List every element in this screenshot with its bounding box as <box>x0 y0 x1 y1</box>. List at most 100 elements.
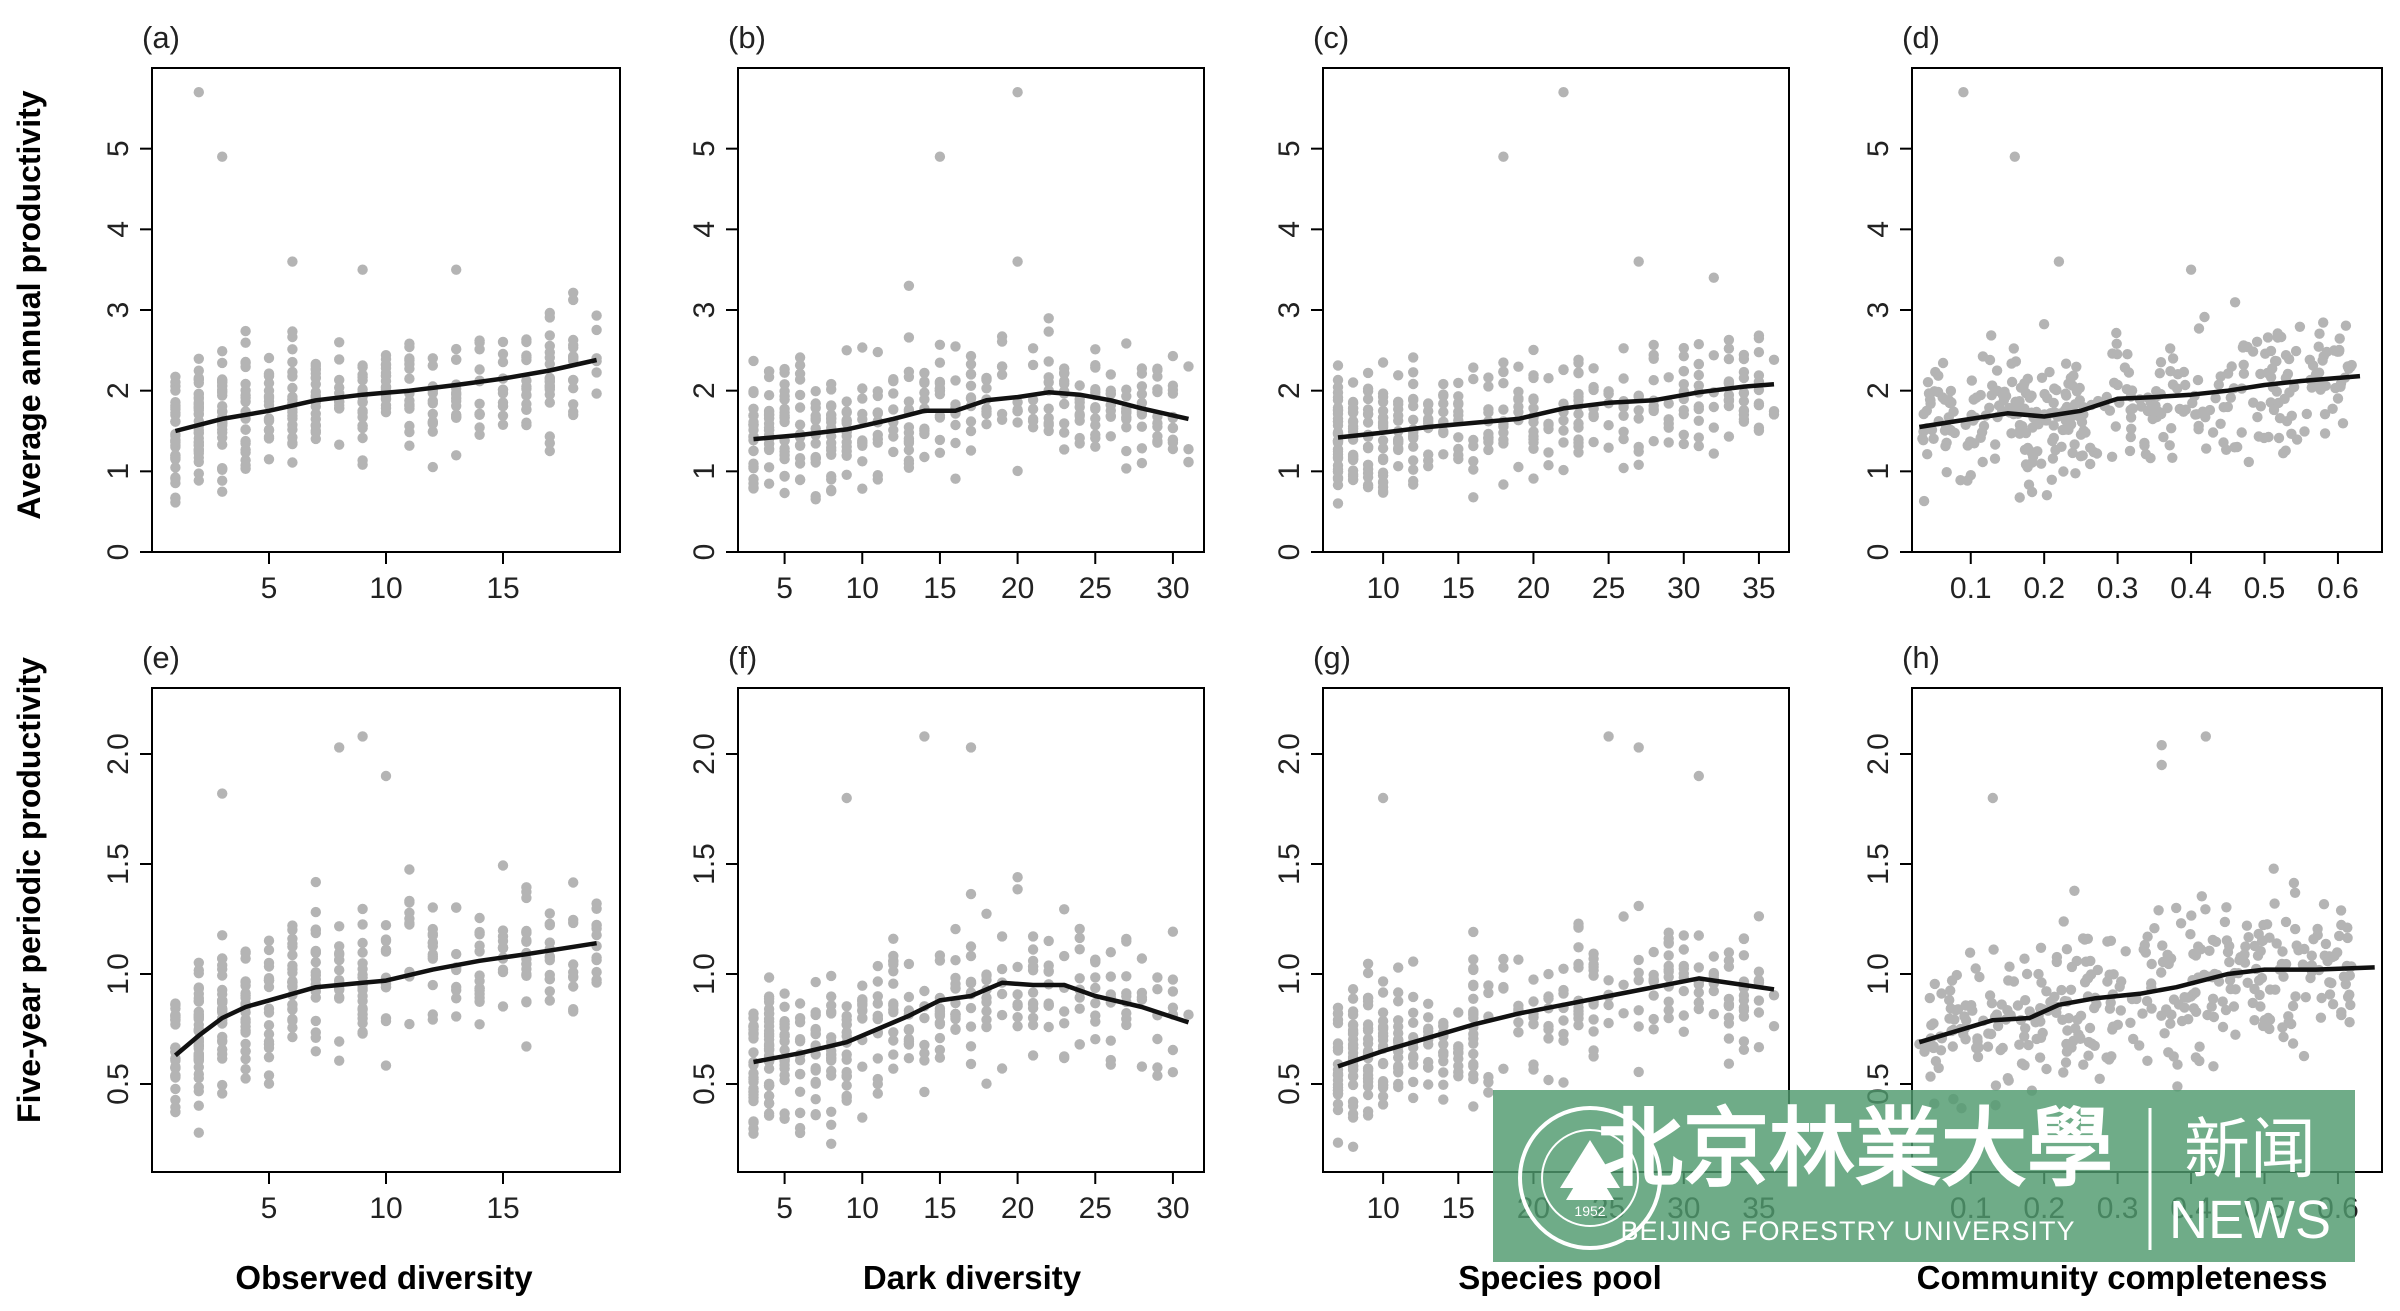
data-point <box>1723 1058 1735 1069</box>
data-point <box>1183 1009 1194 1020</box>
data-point <box>380 935 392 947</box>
data-point <box>263 1019 275 1031</box>
data-point <box>1588 363 1599 374</box>
watermark-name-en: BEIJING FORESTRY UNIVERSITY <box>1620 1216 2075 1246</box>
data-point <box>240 1025 251 1037</box>
data-point <box>1943 394 1955 406</box>
data-point <box>1152 984 1163 995</box>
data-point <box>1012 884 1023 895</box>
data-point <box>965 350 977 362</box>
data-point <box>748 410 759 421</box>
data-point <box>1528 344 1539 356</box>
data-point <box>2297 959 2309 970</box>
data-point <box>1074 1039 1085 1050</box>
panel-label: (a) <box>142 20 180 55</box>
data-point <box>2190 950 2202 961</box>
data-point <box>1332 1018 1344 1029</box>
y-tick-label: 2.0 <box>102 733 135 775</box>
data-point <box>1678 366 1690 377</box>
data-point <box>1121 971 1132 982</box>
data-point <box>826 449 837 460</box>
scatter-points <box>170 731 602 1138</box>
data-point <box>872 1013 883 1025</box>
data-point <box>544 973 555 985</box>
data-point <box>310 992 321 1003</box>
data-point <box>1753 398 1765 409</box>
data-point <box>2183 1014 2194 1025</box>
data-point <box>857 393 868 404</box>
data-point <box>380 394 392 405</box>
data-point <box>950 1008 961 1020</box>
data-point <box>1423 1039 1434 1050</box>
data-point <box>1377 1028 1389 1039</box>
data-point <box>903 1023 915 1035</box>
data-point <box>2335 378 2347 389</box>
data-point <box>521 389 532 400</box>
trend-line <box>1337 976 1775 1069</box>
data-point <box>217 1005 228 1017</box>
data-point <box>451 343 462 355</box>
data-point <box>1468 434 1479 446</box>
x-tick-label: 15 <box>486 1192 519 1225</box>
data-point <box>1377 405 1389 417</box>
data-point <box>965 742 977 753</box>
data-point <box>857 1013 868 1024</box>
data-point <box>1753 422 1765 433</box>
data-point <box>872 976 883 987</box>
data-point <box>2185 264 2197 275</box>
data-point <box>544 908 555 919</box>
data-point <box>2051 951 2063 963</box>
data-point <box>872 1073 883 1085</box>
data-point <box>1423 413 1434 425</box>
data-point <box>1347 1079 1359 1091</box>
data-point <box>1468 964 1479 976</box>
data-point <box>2299 426 2310 437</box>
data-point <box>1438 390 1449 402</box>
watermark-band <box>1493 1090 2355 1262</box>
data-point <box>1121 445 1132 457</box>
data-point <box>217 1079 228 1091</box>
data-point <box>1347 423 1359 434</box>
data-point <box>1423 998 1434 1009</box>
data-point <box>1362 409 1374 420</box>
data-point <box>2172 1059 2183 1070</box>
data-point <box>1618 462 1629 474</box>
y-tick-label: 1.0 <box>688 953 721 995</box>
data-point <box>763 413 775 424</box>
data-point <box>2023 479 2035 490</box>
data-point <box>568 294 579 306</box>
data-point <box>2336 919 2347 931</box>
data-point <box>193 365 204 376</box>
data-point <box>1423 405 1434 417</box>
data-point <box>2063 1013 2074 1024</box>
scatter-points <box>1332 731 1780 1153</box>
x-tick-label: 10 <box>846 1192 879 1225</box>
data-point <box>2230 984 2241 995</box>
data-point <box>1183 361 1194 372</box>
data-point <box>1408 1092 1419 1104</box>
data-point <box>810 491 821 502</box>
data-point <box>2222 401 2233 413</box>
data-point <box>1059 427 1070 438</box>
data-point <box>427 360 438 371</box>
data-point <box>1408 1052 1419 1064</box>
data-point <box>2114 981 2125 992</box>
y-tick-label: 0 <box>1273 544 1306 561</box>
data-point <box>2075 1033 2086 1045</box>
data-point <box>193 409 204 420</box>
data-point <box>1059 444 1070 455</box>
data-point <box>1377 792 1389 804</box>
data-point <box>287 1015 298 1026</box>
data-point <box>748 1116 759 1127</box>
data-point <box>2193 424 2204 435</box>
data-point <box>950 437 961 449</box>
data-point <box>544 920 555 931</box>
data-point <box>1573 388 1584 400</box>
data-point <box>2048 420 2059 431</box>
data-point <box>1393 399 1404 410</box>
data-point <box>263 935 275 946</box>
data-point <box>2070 468 2081 479</box>
data-point <box>1950 1004 1962 1016</box>
y-tick-label: 5 <box>688 140 721 157</box>
data-point <box>1573 1019 1584 1031</box>
